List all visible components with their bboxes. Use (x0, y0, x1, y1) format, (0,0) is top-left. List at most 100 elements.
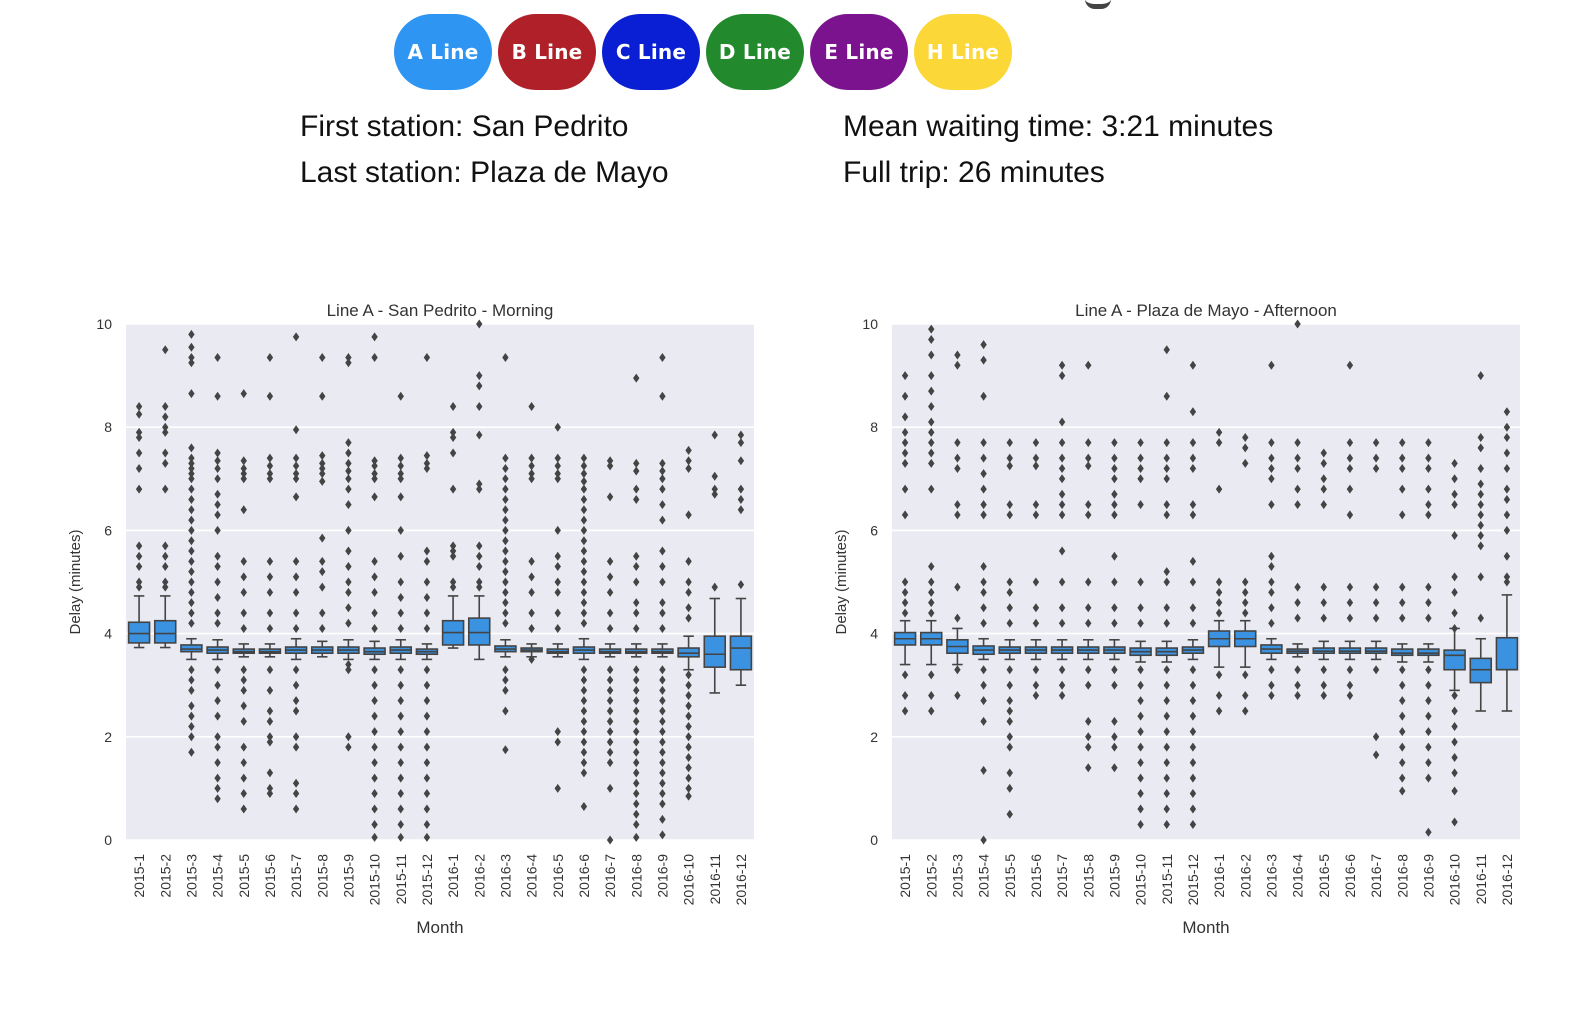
outlier-point (1242, 458, 1249, 468)
box-body (1443, 649, 1466, 671)
outlier-point (1320, 500, 1327, 510)
outlier-point (423, 758, 431, 768)
outlier-point (214, 665, 221, 675)
outlier-point (659, 665, 666, 675)
outlier-point (1163, 603, 1170, 613)
outlier-point (188, 458, 195, 468)
outlier-point (449, 433, 457, 443)
outlier-point (606, 556, 614, 566)
outlier-point (659, 778, 666, 788)
outlier-point (266, 706, 274, 716)
outlier-point (188, 515, 195, 525)
line-a-button[interactable]: A Line (394, 14, 492, 90)
outlier-point (266, 732, 274, 742)
outlier-point (371, 353, 378, 363)
outlier-point (188, 474, 195, 484)
line-d-button[interactable]: D Line (706, 14, 804, 90)
outlier-point (397, 492, 404, 502)
outlier-point (266, 587, 274, 597)
outlier-point (928, 402, 935, 412)
outlier-point (1425, 484, 1432, 494)
outlier-point (1346, 360, 1354, 370)
station-info: First station: San Pedrito Last station:… (300, 104, 669, 196)
outlier-point (1346, 691, 1354, 701)
x-tick-label: 2016-6 (576, 854, 592, 898)
outlier-point (1058, 618, 1066, 628)
outlier-point (1006, 587, 1013, 597)
outlier-point (397, 758, 404, 768)
x-tick-label: 2015-9 (1106, 854, 1122, 898)
box-2016-8 (1390, 438, 1414, 796)
outlier-point (371, 820, 378, 830)
outlier-point (554, 737, 561, 747)
outlier-point (292, 623, 300, 633)
outlier-point (580, 546, 588, 556)
outlier-point (633, 675, 640, 685)
box-2016-11 (703, 430, 727, 694)
outlier-point (371, 608, 378, 618)
outlier-point (659, 789, 666, 799)
outlier-point (188, 546, 195, 556)
x-tick-label: 2016-12 (1499, 854, 1515, 906)
outlier-point (1006, 603, 1013, 613)
outlier-point (580, 685, 588, 695)
x-axis-label: Month (1182, 918, 1229, 937)
outlier-point (319, 353, 326, 363)
outlier-point (345, 732, 352, 742)
outlier-point (292, 492, 300, 502)
outlier-point (1320, 484, 1327, 494)
x-tick-label: 2016-7 (602, 854, 618, 898)
box-body (1495, 636, 1519, 671)
line-e-button[interactable]: E Line (810, 14, 908, 90)
outlier-point (371, 696, 378, 706)
outlier-point (928, 670, 935, 680)
outlier-point (1451, 474, 1458, 484)
outlier-point (397, 742, 404, 752)
outlier-point (188, 389, 195, 399)
outlier-point (659, 515, 666, 525)
outlier-point (1451, 721, 1458, 731)
outlier-point (1346, 510, 1354, 520)
outlier-point (292, 572, 300, 582)
outlier-point (633, 758, 640, 768)
line-b-button[interactable]: B Line (498, 14, 596, 90)
box-2015-10 (363, 332, 386, 842)
line-h-button[interactable]: H Line (914, 14, 1012, 90)
outlier-point (240, 556, 247, 566)
line-c-button[interactable]: C Line (602, 14, 700, 90)
outlier-point (1085, 453, 1092, 463)
outlier-point (711, 582, 718, 592)
outlier-point (502, 706, 509, 716)
x-tick-label: 2015-4 (210, 854, 226, 898)
trip-info: Mean waiting time: 3:21 minutes Full tri… (843, 104, 1273, 196)
outlier-point (1137, 711, 1144, 721)
outlier-point (214, 758, 221, 768)
outlier-point (928, 417, 935, 427)
outlier-point (928, 448, 935, 458)
outlier-point (1189, 665, 1197, 675)
outlier-point (371, 572, 378, 582)
outlier-point (371, 587, 378, 597)
outlier-point (580, 665, 588, 675)
outlier-point (397, 711, 404, 721)
outlier-point (659, 716, 666, 726)
outlier-point (685, 577, 692, 587)
outlier-point (580, 556, 588, 566)
outlier-point (580, 675, 588, 685)
x-tick-label: 2015-12 (419, 854, 435, 906)
outlier-point (449, 448, 457, 458)
outlier-point (1006, 500, 1013, 510)
outlier-point (928, 691, 935, 701)
y-tick-label: 6 (104, 522, 112, 538)
outlier-point (1085, 716, 1092, 726)
outlier-point (1294, 665, 1301, 675)
outlier-point (1320, 474, 1327, 484)
outlier-point (371, 832, 378, 842)
outlier-point (345, 458, 352, 468)
outlier-point (1006, 716, 1013, 726)
y-tick-label: 10 (96, 316, 112, 332)
outlier-point (928, 458, 935, 468)
outlier-point (1425, 742, 1432, 752)
box-2015-3 (180, 329, 203, 757)
outlier-point (1006, 783, 1013, 793)
